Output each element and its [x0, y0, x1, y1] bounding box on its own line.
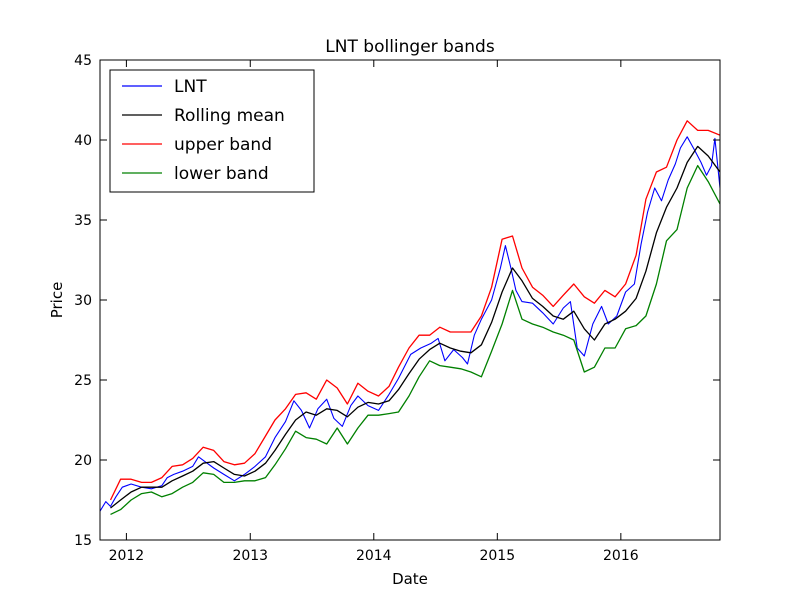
x-tick-label: 2015 — [479, 548, 515, 564]
legend-box — [109, 69, 315, 193]
legend: LNT Rolling mean upper band lower band — [109, 69, 315, 193]
series-line-0 — [100, 136, 720, 512]
x-tick-label: 2016 — [603, 548, 639, 564]
x-tick-label: 2013 — [232, 548, 268, 564]
x-axis-label: Date — [392, 570, 428, 588]
y-tick-label: 40 — [74, 133, 92, 149]
series-line-3 — [110, 164, 720, 515]
chart-title: LNT bollinger bands — [325, 37, 495, 57]
series-layer — [100, 120, 720, 515]
x-tick-label: 2012 — [109, 548, 145, 564]
series-line-2 — [109, 120, 720, 501]
legend-label: LNT — [174, 77, 207, 97]
y-tick-label: 15 — [74, 533, 92, 549]
legend-label: upper band — [174, 135, 272, 155]
y-tick-label: 20 — [74, 453, 92, 469]
y-axis-label: Price — [48, 282, 66, 319]
y-tick-label: 25 — [74, 373, 92, 389]
y-tick-label: 45 — [74, 53, 92, 69]
y-axis: 15 20 25 30 35 40 45 — [74, 53, 720, 549]
x-tick-label: 2014 — [356, 548, 392, 564]
x-axis: 2012 2013 2014 2015 2016 — [109, 60, 639, 564]
legend-label: lower band — [174, 164, 269, 184]
y-tick-label: 30 — [74, 293, 92, 309]
y-tick-label: 35 — [74, 213, 92, 229]
legend-label: Rolling mean — [174, 106, 285, 126]
series-line-1 — [110, 145, 720, 509]
